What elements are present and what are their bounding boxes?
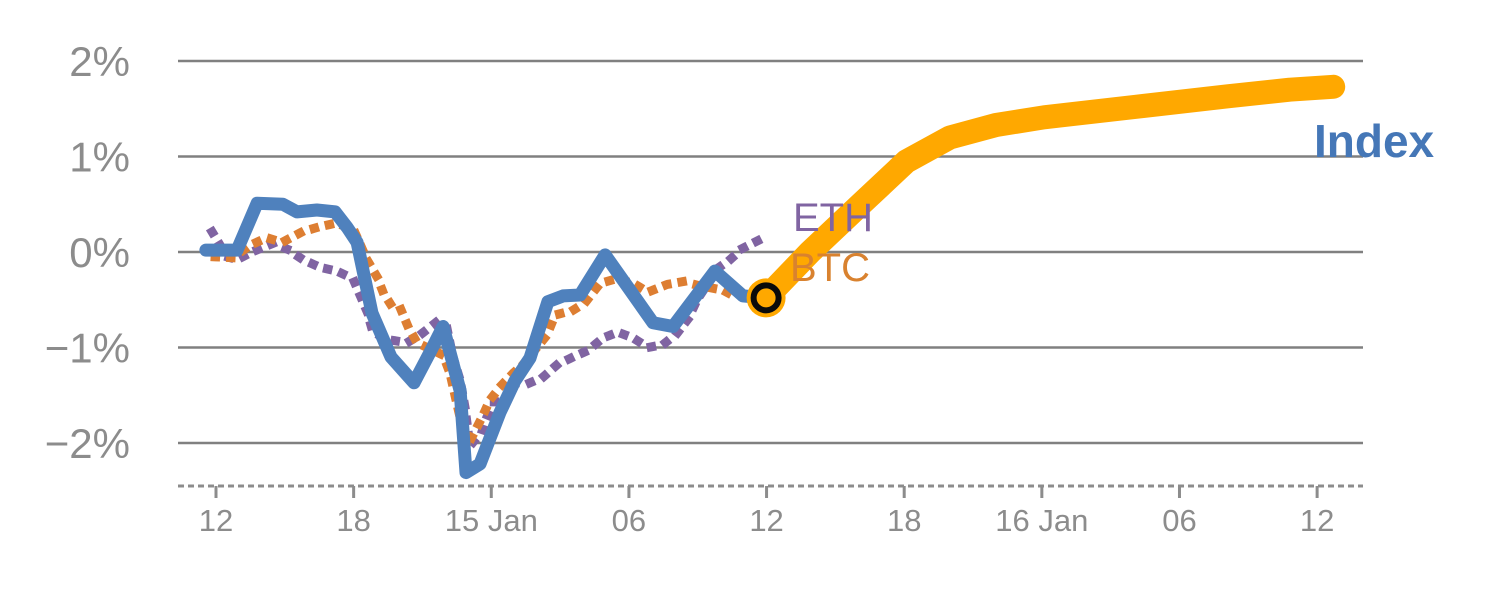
x-axis-tick-label: 12 xyxy=(1300,503,1334,538)
y-axis-tick-label: 0% xyxy=(69,229,130,276)
x-axis-tick-label: 06 xyxy=(612,503,646,538)
x-axis-tick-label: 18 xyxy=(336,503,370,538)
btc-line xyxy=(210,218,744,452)
eth-label: ETH xyxy=(793,196,873,240)
index-label: Index xyxy=(1314,115,1435,167)
x-axis-tick-label: 06 xyxy=(1162,503,1196,538)
y-axis-tick-label: −1% xyxy=(45,325,130,372)
x-axis-tick-label: 16 Jan xyxy=(995,503,1088,538)
current-point-marker xyxy=(750,282,782,314)
y-axis-tick-label: 2% xyxy=(69,38,130,85)
eth-line xyxy=(205,225,766,451)
x-axis-tick-label: 15 Jan xyxy=(445,503,538,538)
x-axis-tick-label: 12 xyxy=(199,503,233,538)
x-axis-tick-label: 18 xyxy=(887,503,921,538)
y-axis-tick-label: −2% xyxy=(45,420,130,467)
y-axis-tick-label: 1% xyxy=(69,134,130,181)
index-forecast-line xyxy=(754,74,1346,310)
x-axis-tick-label: 12 xyxy=(749,503,783,538)
index-line xyxy=(199,196,771,480)
btc-label: BTC xyxy=(790,246,870,290)
